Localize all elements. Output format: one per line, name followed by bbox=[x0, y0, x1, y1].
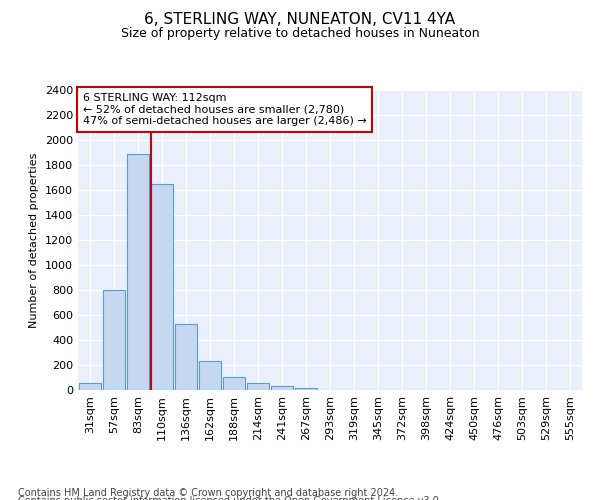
Bar bbox=[175, 324, 197, 390]
Text: Contains HM Land Registry data © Crown copyright and database right 2024.: Contains HM Land Registry data © Crown c… bbox=[18, 488, 398, 498]
Bar bbox=[247, 383, 269, 390]
Bar bbox=[223, 377, 245, 390]
Text: Contains public sector information licensed under the Open Government Licence v3: Contains public sector information licen… bbox=[18, 496, 442, 500]
Bar bbox=[271, 386, 293, 390]
Y-axis label: Number of detached properties: Number of detached properties bbox=[29, 152, 40, 328]
Bar bbox=[127, 154, 149, 390]
Text: Size of property relative to detached houses in Nuneaton: Size of property relative to detached ho… bbox=[121, 28, 479, 40]
Text: 6, STERLING WAY, NUNEATON, CV11 4YA: 6, STERLING WAY, NUNEATON, CV11 4YA bbox=[145, 12, 455, 28]
Bar bbox=[103, 290, 125, 390]
Bar bbox=[79, 383, 101, 390]
Bar bbox=[295, 388, 317, 390]
Bar bbox=[199, 360, 221, 390]
Bar bbox=[151, 184, 173, 390]
Text: 6 STERLING WAY: 112sqm
← 52% of detached houses are smaller (2,780)
47% of semi-: 6 STERLING WAY: 112sqm ← 52% of detached… bbox=[83, 93, 367, 126]
